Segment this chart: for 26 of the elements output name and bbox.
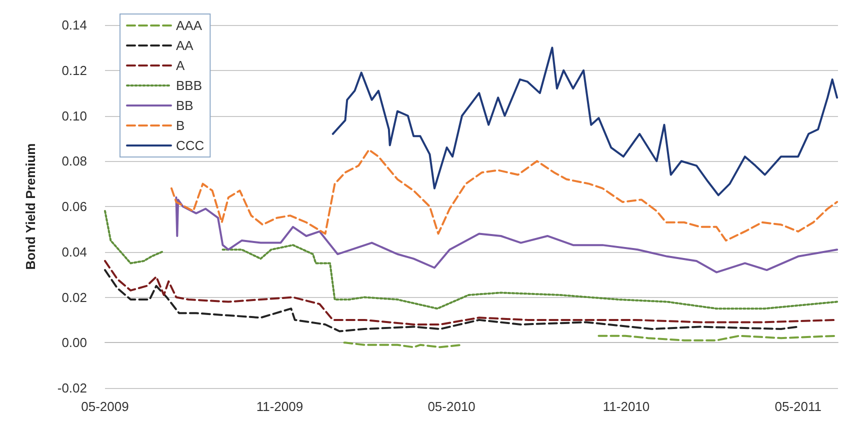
y-axis-title: Bond Yield Premium [23, 143, 38, 270]
y-tick-label: 0.04 [62, 244, 87, 260]
line-series [332, 46, 838, 196]
legend-label: A [176, 58, 185, 73]
x-tick-label: 11-2010 [602, 399, 650, 414]
y-tick-label: 0.10 [62, 108, 87, 124]
x-tick-label: 11-2009 [256, 399, 304, 414]
y-tick-label: 0.00 [62, 335, 87, 350]
legend-label: AA [176, 38, 194, 53]
line-series [175, 196, 838, 274]
line-series [170, 148, 838, 242]
x-tick-label: 05-2010 [428, 399, 476, 414]
legend-label: AAA [176, 18, 202, 33]
y-tick-label: 0.14 [62, 18, 87, 32]
legend-label: CCC [176, 138, 204, 153]
x-tick-label: 05-2009 [81, 399, 129, 414]
legend-label: BB [176, 98, 194, 113]
y-tick-label: -0.02 [57, 380, 87, 396]
y-tick-label: 0.06 [62, 199, 87, 214]
x-tick-label: 05-2011 [774, 399, 822, 414]
y-tick-label: 0.02 [62, 290, 87, 305]
line-series [104, 269, 800, 332]
legend-label: B [176, 118, 185, 133]
y-tick-label: 0.08 [62, 154, 87, 169]
legend-label: BBB [176, 78, 202, 93]
y-tick-label: 0.12 [62, 62, 87, 78]
